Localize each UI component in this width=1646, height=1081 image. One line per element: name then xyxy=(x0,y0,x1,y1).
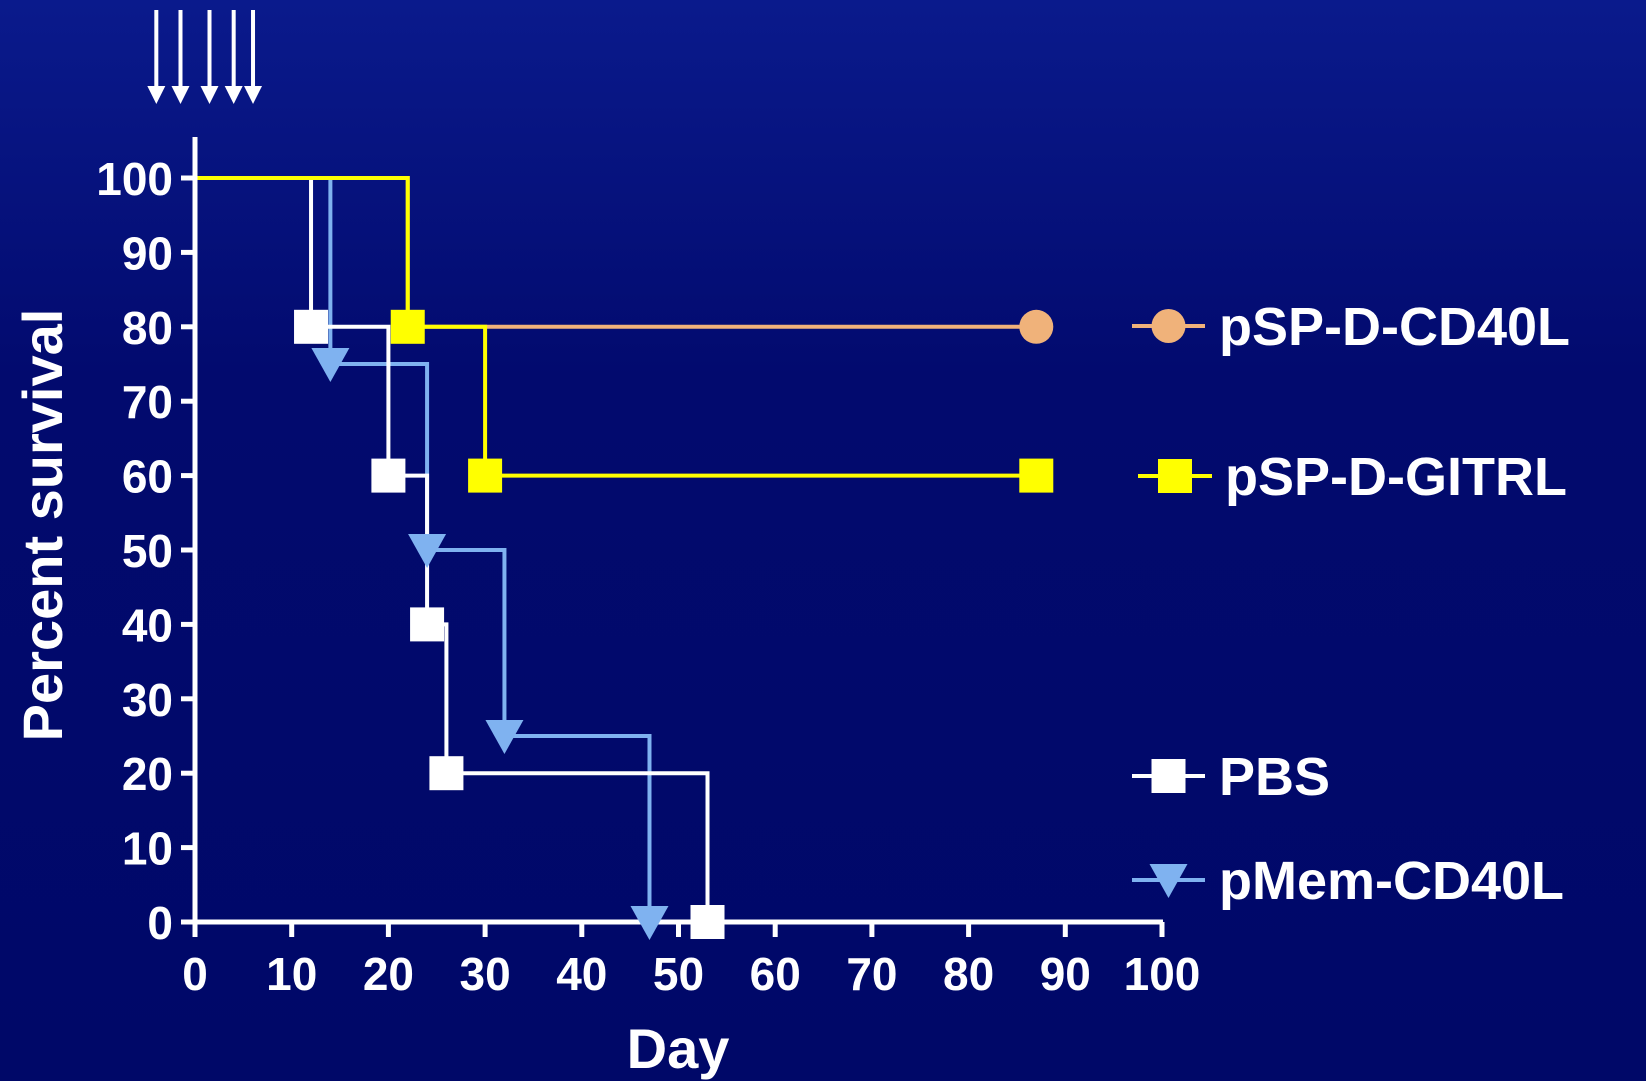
legend-label: PBS xyxy=(1219,747,1330,807)
y-tick-label: 100 xyxy=(96,153,173,205)
treatment-arrow xyxy=(171,10,190,104)
x-tick-label: 40 xyxy=(556,948,607,1000)
data-point-pbs xyxy=(690,905,725,939)
legend-marker xyxy=(1151,759,1186,793)
x-tick-label: 60 xyxy=(750,948,801,1000)
y-tick-label: 90 xyxy=(122,227,173,279)
x-tick-label: 90 xyxy=(1040,948,1091,1000)
data-point-psp-d-cd40l xyxy=(1019,309,1054,344)
data-point-pbs xyxy=(294,309,329,344)
legend-label: pSP-D-GITRL xyxy=(1225,447,1567,507)
x-tick-label: 20 xyxy=(363,948,414,1000)
y-axis-label: Percent survival xyxy=(11,309,74,742)
x-axis-label: Day xyxy=(627,1017,730,1080)
data-point-psp-d-gitrl xyxy=(468,458,503,493)
y-ticks: 0 10 20 30 40 50 60 70 80 90 100 xyxy=(96,153,195,949)
x-tick-label: 10 xyxy=(266,948,317,1000)
treatment-arrow xyxy=(200,10,219,104)
treatment-arrows xyxy=(147,10,263,104)
series-line-psp-d-gitrl xyxy=(195,176,1037,478)
data-point-pbs xyxy=(429,756,464,791)
series-layer xyxy=(195,176,1037,922)
data-point-pbs xyxy=(410,607,445,642)
legend-label: pSP-D-CD40L xyxy=(1219,297,1570,357)
data-point-pmem-cd40l xyxy=(311,348,350,382)
legend-item-pmem-cd40l: pMem-CD40L xyxy=(1132,851,1564,911)
data-point-psp-d-gitrl xyxy=(390,309,425,344)
legend-marker xyxy=(1158,459,1192,493)
data-point-pbs xyxy=(371,458,406,493)
x-tick-label: 0 xyxy=(182,948,208,1000)
legend-marker xyxy=(1151,309,1186,343)
series-line-psp-d-cd40l xyxy=(195,176,1037,329)
y-tick-label: 70 xyxy=(122,376,173,428)
x-tick-label: 50 xyxy=(653,948,704,1000)
data-point-pmem-cd40l xyxy=(408,534,447,568)
x-tick-label: 30 xyxy=(460,948,511,1000)
y-tick-label: 30 xyxy=(122,674,173,726)
treatment-arrow xyxy=(147,10,166,104)
markers-layer xyxy=(294,309,1054,940)
y-tick-label: 40 xyxy=(122,599,173,651)
y-tick-label: 20 xyxy=(122,748,173,800)
data-point-psp-d-gitrl xyxy=(1019,458,1054,493)
y-tick-label: 10 xyxy=(122,823,173,875)
treatment-arrow xyxy=(244,10,263,104)
legend-item-pbs: PBS xyxy=(1132,747,1330,807)
legend-label: pMem-CD40L xyxy=(1219,851,1564,911)
legend-marker xyxy=(1149,864,1188,898)
data-point-pmem-cd40l xyxy=(485,720,524,754)
axes: 0 10 20 30 40 50 60 70 80 90 100 0 10 20 30 40 50 60 70 80… xyxy=(11,137,1200,1080)
data-point-pmem-cd40l xyxy=(630,906,669,940)
series-line-pbs xyxy=(195,176,710,922)
y-tick-label: 80 xyxy=(122,302,173,354)
y-tick-label: 60 xyxy=(122,451,173,503)
x-tick-label: 100 xyxy=(1124,948,1201,1000)
x-ticks: 0 10 20 30 40 50 60 70 80 90 100 xyxy=(182,922,1200,1000)
legend-item-psp-d-cd40l: pSP-D-CD40L xyxy=(1132,297,1570,357)
legend: pSP-D-CD40L pSP-D-GITRL PBS pMem-CD40L xyxy=(1132,297,1570,911)
legend-item-psp-d-gitrl: pSP-D-GITRL xyxy=(1138,447,1567,507)
x-tick-label: 80 xyxy=(943,948,994,1000)
x-tick-label: 70 xyxy=(846,948,897,1000)
y-tick-label: 50 xyxy=(122,525,173,577)
y-tick-label: 0 xyxy=(147,897,173,949)
treatment-arrow xyxy=(224,10,243,104)
